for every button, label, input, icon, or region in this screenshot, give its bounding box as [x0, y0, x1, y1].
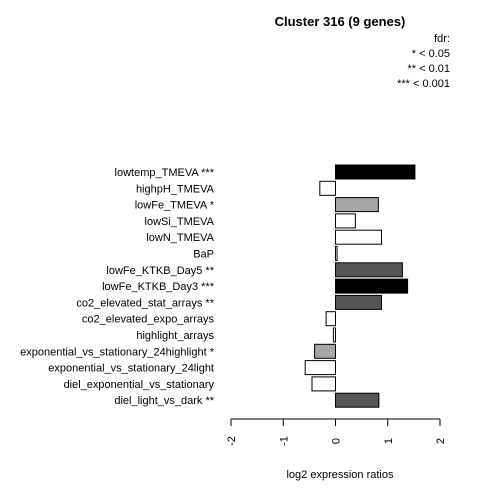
category-label: lowSi_TMEVA [145, 216, 215, 228]
x-axis-label: log2 expression ratios [286, 469, 394, 481]
bar [304, 360, 337, 376]
chart-title: Cluster 316 (9 genes) [275, 14, 406, 29]
x-tick-label: 1 [383, 438, 395, 444]
bar [335, 246, 338, 261]
category-label: lowFe_TMEVA * [135, 200, 215, 212]
bar [335, 213, 356, 229]
category-label: co2_elevated_expo_arrays [82, 314, 215, 326]
bar [314, 343, 337, 359]
bar [335, 197, 379, 213]
legend-entry: *** < 0.001 [397, 78, 450, 90]
category-label: highlight_arrays [136, 330, 214, 342]
bar [335, 278, 409, 294]
x-tick-label: 2 [435, 438, 447, 444]
legend-entry: * < 0.05 [412, 48, 450, 60]
bar [332, 327, 337, 343]
category-label: diel_light_vs_dark ** [114, 395, 214, 407]
category-labels: lowtemp_TMEVA *** highpH_TMEVA lowFe_TMEVA… [20, 167, 215, 407]
bar [335, 262, 403, 278]
legend-title: fdr: [434, 33, 450, 45]
bar [319, 180, 337, 196]
category-label: exponential_vs_stationary_24highlight * [20, 346, 215, 358]
category-label: BaP [193, 249, 214, 261]
legend-entries: * < 0.05 ** < 0.01 *** < 0.001 [397, 48, 450, 90]
legend-entry: ** < 0.01 [407, 63, 450, 75]
bars [304, 164, 416, 408]
bar [335, 392, 380, 408]
bar [335, 164, 416, 180]
x-axis-ticks: -2 -1 0 1 2 [226, 419, 447, 446]
category-label: lowFe_KTKB_Day5 ** [106, 265, 214, 277]
bar [325, 311, 337, 327]
category-label: highpH_TMEVA [136, 183, 215, 195]
x-tick-label: -1 [278, 436, 290, 446]
x-tick-label: 0 [331, 438, 343, 444]
category-label: lowtemp_TMEVA *** [115, 167, 215, 179]
bar [311, 376, 336, 392]
category-label: diel_exponential_vs_stationary [64, 379, 215, 391]
category-label: exponential_vs_stationary_24light [48, 363, 214, 375]
bar [335, 229, 382, 245]
category-label: lowN_TMEVA [146, 232, 214, 244]
bar [335, 294, 382, 310]
x-tick-label: -2 [226, 436, 238, 446]
category-label: co2_elevated_stat_arrays ** [76, 297, 214, 309]
category-label: lowFe_KTKB_Day3 *** [102, 281, 215, 293]
